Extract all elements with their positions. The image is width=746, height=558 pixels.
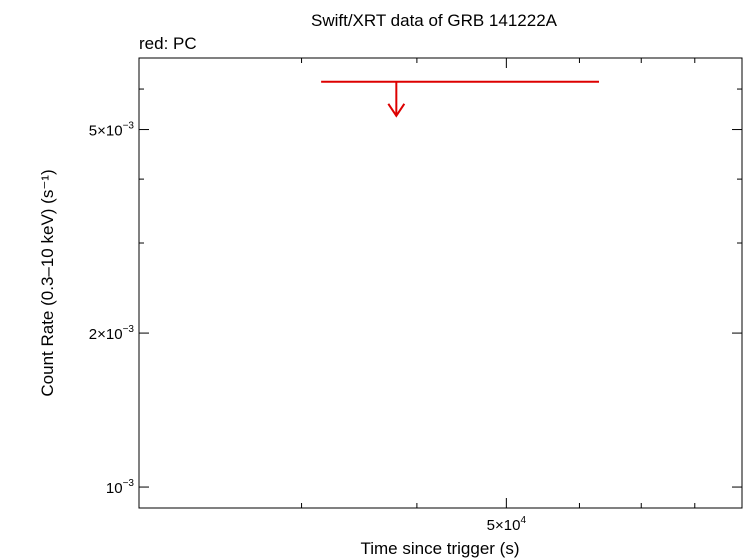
chart-title: Swift/XRT data of GRB 141222A: [311, 11, 558, 30]
upper-limit-arrowhead: [387, 103, 406, 118]
x-tick-label: 5×104: [487, 515, 527, 534]
y-axis-label: Count Rate (0.3–10 keV) (s⁻¹): [38, 169, 57, 396]
data-marks: [321, 80, 600, 118]
plot-frame: [138, 57, 743, 509]
x-axis-label: Time since trigger (s): [360, 539, 519, 558]
chart-subtitle: red: PC: [139, 34, 197, 53]
y-tick-label: 2×10−3: [89, 324, 135, 343]
y-tick-labels: 5×10−3 2×10−3 10−3: [89, 121, 135, 498]
axis-ticks: [138, 58, 743, 508]
y-tick-label: 5×10−3: [89, 121, 135, 140]
x-tick-labels: 5×104: [487, 515, 527, 534]
y-tick-label: 10−3: [106, 478, 135, 497]
